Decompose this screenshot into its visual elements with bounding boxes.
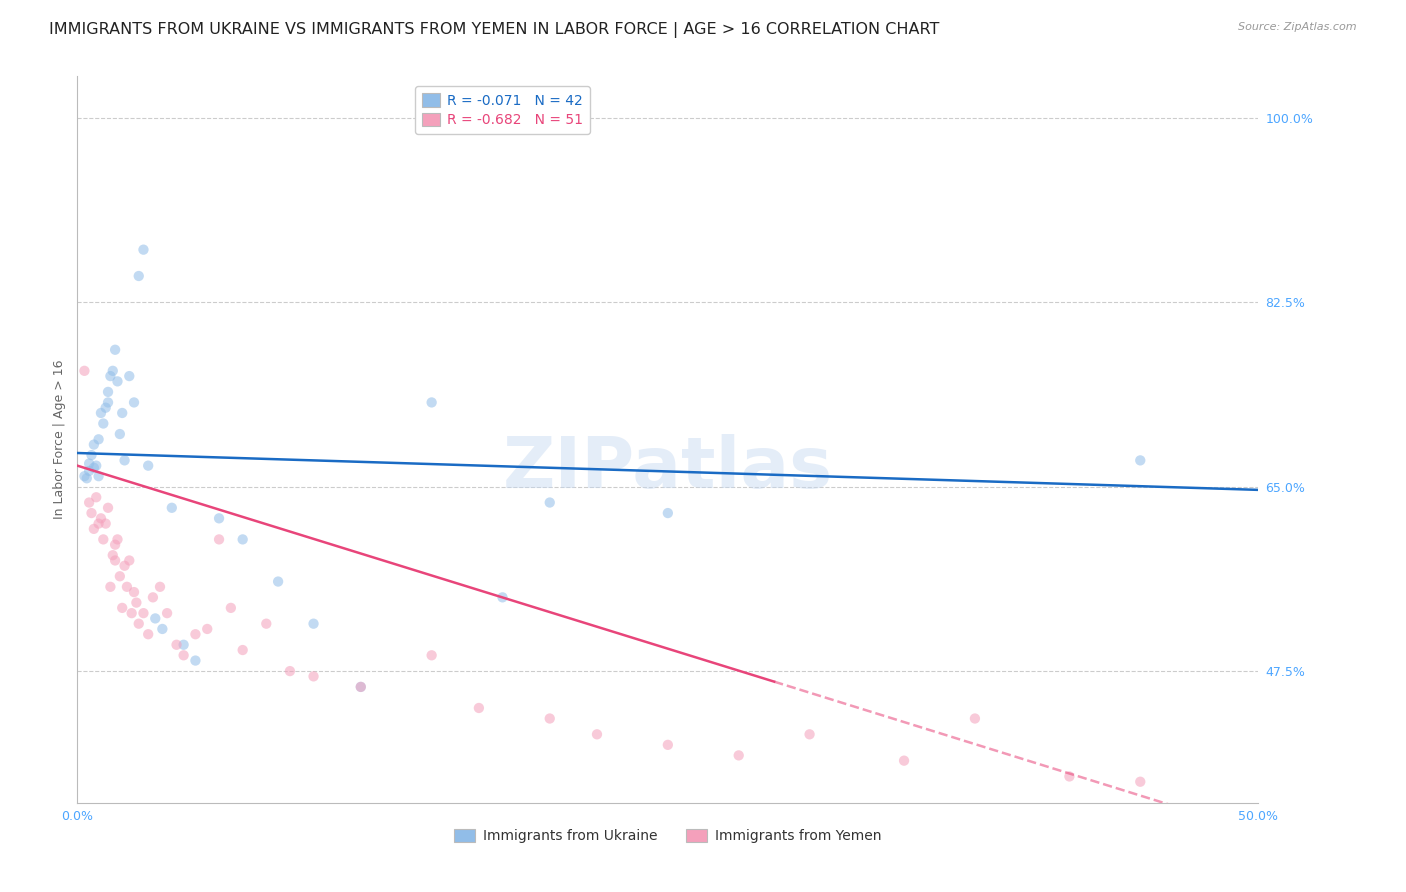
Point xyxy=(893,754,915,768)
Point xyxy=(104,343,127,357)
Point xyxy=(136,458,159,473)
Point xyxy=(278,664,301,678)
Point xyxy=(118,553,141,567)
Point xyxy=(100,369,122,384)
Point xyxy=(132,243,155,257)
Point xyxy=(83,460,105,475)
Point xyxy=(1129,453,1152,467)
Point xyxy=(142,591,165,605)
Point xyxy=(115,580,138,594)
Point xyxy=(267,574,290,589)
Point xyxy=(586,727,609,741)
Point xyxy=(77,495,100,509)
Point xyxy=(121,606,143,620)
Y-axis label: In Labor Force | Age > 16: In Labor Force | Age > 16 xyxy=(53,359,66,519)
Point xyxy=(136,627,159,641)
Point xyxy=(87,433,110,447)
Point xyxy=(104,538,127,552)
Legend: Immigrants from Ukraine, Immigrants from Yemen: Immigrants from Ukraine, Immigrants from… xyxy=(447,822,889,850)
Point xyxy=(128,268,150,283)
Point xyxy=(83,437,105,451)
Point xyxy=(208,533,231,547)
Point xyxy=(173,648,195,663)
Point xyxy=(232,643,254,657)
Point xyxy=(107,533,129,547)
Point xyxy=(538,712,561,726)
Point xyxy=(122,395,145,409)
Point xyxy=(538,495,561,509)
Point xyxy=(491,591,513,605)
Point xyxy=(350,680,373,694)
Point xyxy=(302,616,325,631)
Point xyxy=(104,553,127,567)
Point xyxy=(101,364,124,378)
Point xyxy=(468,701,491,715)
Point xyxy=(100,580,122,594)
Point xyxy=(128,616,150,631)
Point xyxy=(1059,769,1081,783)
Point xyxy=(173,638,195,652)
Point xyxy=(657,738,679,752)
Point xyxy=(83,522,105,536)
Point xyxy=(97,384,120,399)
Point xyxy=(184,654,207,668)
Text: IMMIGRANTS FROM UKRAINE VS IMMIGRANTS FROM YEMEN IN LABOR FORCE | AGE > 16 CORRE: IMMIGRANTS FROM UKRAINE VS IMMIGRANTS FR… xyxy=(49,22,939,38)
Point xyxy=(90,511,112,525)
Point xyxy=(87,469,110,483)
Point xyxy=(108,569,131,583)
Point xyxy=(111,406,134,420)
Point xyxy=(122,585,145,599)
Point xyxy=(84,490,107,504)
Point xyxy=(94,401,117,415)
Point xyxy=(97,395,120,409)
Point xyxy=(91,417,114,431)
Point xyxy=(420,395,443,409)
Point xyxy=(195,622,218,636)
Point xyxy=(208,511,231,525)
Point xyxy=(125,596,148,610)
Point xyxy=(166,638,188,652)
Point xyxy=(111,600,134,615)
Point xyxy=(114,453,136,467)
Point xyxy=(219,600,242,615)
Point xyxy=(114,558,136,573)
Point xyxy=(1129,774,1152,789)
Point xyxy=(302,669,325,683)
Point xyxy=(160,500,183,515)
Point xyxy=(132,606,155,620)
Point xyxy=(727,748,749,763)
Point xyxy=(232,533,254,547)
Point xyxy=(156,606,179,620)
Point xyxy=(350,680,373,694)
Point xyxy=(101,548,124,562)
Point xyxy=(118,369,141,384)
Text: ZIPatlas: ZIPatlas xyxy=(503,434,832,503)
Point xyxy=(143,611,166,625)
Point xyxy=(420,648,443,663)
Point xyxy=(87,516,110,531)
Point xyxy=(80,448,103,462)
Point xyxy=(77,464,100,478)
Point xyxy=(84,458,107,473)
Point xyxy=(94,516,117,531)
Point xyxy=(91,533,114,547)
Point xyxy=(963,712,986,726)
Point xyxy=(108,427,131,442)
Point xyxy=(76,471,98,485)
Point xyxy=(80,506,103,520)
Point xyxy=(90,406,112,420)
Point xyxy=(73,469,96,483)
Point xyxy=(97,500,120,515)
Point xyxy=(107,375,129,389)
Point xyxy=(149,580,172,594)
Text: Source: ZipAtlas.com: Source: ZipAtlas.com xyxy=(1239,22,1357,32)
Point xyxy=(184,627,207,641)
Point xyxy=(150,622,173,636)
Point xyxy=(73,364,96,378)
Point xyxy=(254,616,277,631)
Point xyxy=(77,457,100,471)
Point xyxy=(657,506,679,520)
Point xyxy=(799,727,821,741)
